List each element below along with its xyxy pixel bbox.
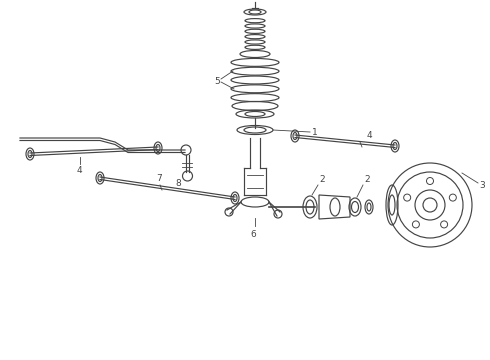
Text: 6: 6 (250, 230, 256, 239)
Text: 2: 2 (319, 175, 324, 184)
Text: 3: 3 (479, 180, 485, 189)
Text: 7: 7 (156, 174, 162, 183)
Text: 4: 4 (367, 131, 372, 140)
Text: 5: 5 (214, 77, 220, 86)
Text: 8: 8 (175, 179, 181, 188)
Text: 4: 4 (76, 166, 82, 175)
Text: 2: 2 (364, 175, 369, 184)
Text: 1: 1 (312, 127, 318, 136)
